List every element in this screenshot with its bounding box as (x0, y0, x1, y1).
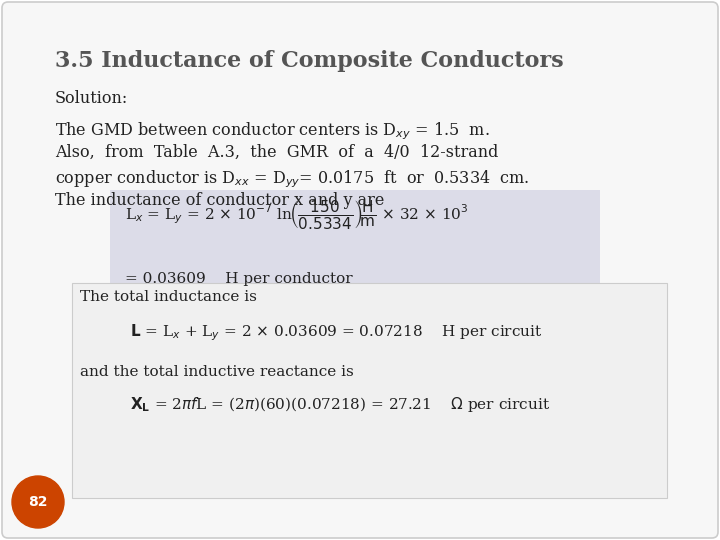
Text: copper conductor is D$_{xx}$ = D$_{yy}$= 0.0175  ft  or  0.5334  cm.: copper conductor is D$_{xx}$ = D$_{yy}$=… (55, 168, 529, 190)
Text: and the total inductive reactance is: and the total inductive reactance is (80, 365, 354, 379)
Text: The inductance of conductor x and y are: The inductance of conductor x and y are (55, 192, 384, 209)
Circle shape (12, 476, 64, 528)
Text: $\mathbf{X_L}$ = 2$\pi f$L = (2$\pi$)(60)(0.07218) = 27.21    $\Omega$ per circu: $\mathbf{X_L}$ = 2$\pi f$L = (2$\pi$)(60… (130, 395, 550, 414)
Text: $\mathbf{L}$ = L$_x$ + L$_y$ = 2 $\times$ 0.03609 = 0.07218    H per circuit: $\mathbf{L}$ = L$_x$ + L$_y$ = 2 $\times… (130, 322, 542, 342)
FancyBboxPatch shape (110, 190, 600, 290)
FancyBboxPatch shape (72, 283, 667, 498)
Text: The GMD between conductor centers is D$_{\mathit{xy}}$ = 1.5  m.: The GMD between conductor centers is D$_… (55, 120, 490, 141)
Text: 3.5 Inductance of Composite Conductors: 3.5 Inductance of Composite Conductors (55, 50, 564, 72)
Text: L$_x$ = L$_y$ = 2 $\times$ 10$^{-7}$ ln$\!\left(\dfrac{150}{0.5334}\right)\!\dfr: L$_x$ = L$_y$ = 2 $\times$ 10$^{-7}$ ln$… (125, 198, 469, 231)
Text: 82: 82 (28, 495, 48, 509)
Text: = 0.03609    H per conductor: = 0.03609 H per conductor (125, 272, 353, 286)
Text: Also,  from  Table  A.3,  the  GMR  of  a  4/0  12-strand: Also, from Table A.3, the GMR of a 4/0 1… (55, 144, 498, 161)
Text: The total inductance is: The total inductance is (80, 290, 257, 304)
Text: Solution:: Solution: (55, 90, 128, 107)
